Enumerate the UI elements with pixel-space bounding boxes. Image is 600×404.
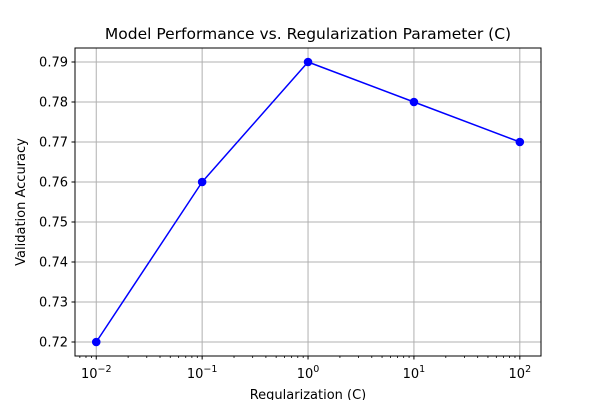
x-axis-label: Regularization (C) (250, 388, 367, 400)
data-point (515, 137, 525, 147)
y-tick-label: 0.74 (39, 256, 68, 271)
data-point (91, 337, 101, 347)
y-tick-label: 0.75 (39, 216, 68, 231)
x-tick-label-exponent: −1 (203, 364, 217, 375)
x-tick-label-exponent: −2 (98, 364, 112, 375)
x-tick-label-base: 10 (403, 367, 420, 382)
x-tick-label-exponent: 1 (419, 364, 425, 375)
y-tick-label: 0.77 (39, 136, 68, 151)
x-tick-label-exponent: 0 (313, 364, 319, 375)
chart-title: Model Performance vs. Regularization Par… (105, 25, 511, 43)
y-tick-label: 0.72 (39, 336, 68, 351)
y-tick-label: 0.79 (39, 56, 68, 71)
y-tick-label: 0.73 (39, 296, 68, 311)
x-tick-label-base: 10 (81, 367, 98, 382)
data-point (303, 57, 313, 67)
series-layer (91, 57, 525, 347)
x-tick-label: 100 (297, 364, 320, 382)
x-tick-label: 10−2 (81, 364, 112, 382)
x-tick-label-exponent: 2 (525, 364, 531, 375)
y-axis-label: Validation Accuracy (14, 138, 29, 266)
data-point (409, 97, 419, 107)
x-tick-label: 10−1 (187, 364, 218, 382)
data-point (197, 177, 207, 187)
x-tick-label: 101 (403, 364, 426, 382)
y-tick-label: 0.78 (39, 96, 68, 111)
x-tick-label: 102 (509, 364, 532, 382)
x-tick-label-base: 10 (187, 367, 204, 382)
y-tick-label: 0.76 (39, 176, 68, 191)
x-tick-label-base: 10 (297, 367, 314, 382)
x-tick-label-base: 10 (509, 367, 526, 382)
